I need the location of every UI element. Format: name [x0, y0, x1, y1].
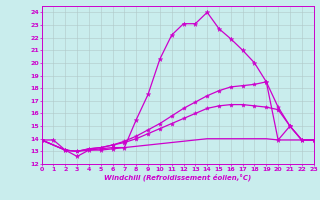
X-axis label: Windchill (Refroidissement éolien,°C): Windchill (Refroidissement éolien,°C) — [104, 173, 251, 181]
